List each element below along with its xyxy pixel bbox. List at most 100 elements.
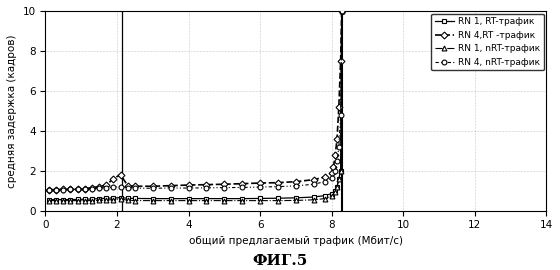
RN 1, RT-трафик <box>335 177 342 180</box>
RN 1, nRT-трафик <box>321 197 328 200</box>
RN 1, RT-трафик <box>274 197 281 200</box>
RN 1, nRT-трафик <box>274 199 281 202</box>
RN 4,RT -трафик <box>88 186 95 189</box>
RN 4, nRT-трафик <box>292 184 299 187</box>
RN 4,RT -трафик <box>292 180 299 183</box>
RN 4,RT -трафик <box>185 183 192 187</box>
Text: ФИГ.5: ФИГ.5 <box>253 254 307 268</box>
X-axis label: общий предлагаемый трафик (Мбит/с): общий предлагаемый трафик (Мбит/с) <box>189 236 403 246</box>
RN 1, nRT-трафик <box>167 199 174 202</box>
RN 1, nRT-трафик <box>310 198 317 201</box>
RN 1, nRT-трафик <box>239 199 246 202</box>
RN 1, RT-трафик <box>150 197 156 200</box>
RN 1, RT-трафик <box>321 194 328 197</box>
RN 1, nRT-трафик <box>256 199 263 202</box>
RN 4,RT -трафик <box>338 9 345 13</box>
RN 4,RT -трафик <box>124 184 131 187</box>
RN 1, RT-трафик <box>310 195 317 199</box>
RN 4,RT -трафик <box>74 187 81 190</box>
RN 4, nRT-трафик <box>124 186 131 189</box>
Legend: RN 1, RT-трафик, RN 4,RT -трафик, RN 1, nRT-трафик, RN 4, nRT-трафик: RN 1, RT-трафик, RN 4,RT -трафик, RN 1, … <box>431 14 544 70</box>
RN 1, RT-трафик <box>256 197 263 200</box>
RN 1, RT-трафик <box>185 197 192 200</box>
RN 1, RT-трафик <box>96 197 102 200</box>
RN 1, RT-трафик <box>110 196 116 200</box>
RN 4,RT -трафик <box>81 187 88 190</box>
RN 1, RT-трафик <box>332 189 339 192</box>
RN 4, nRT-трафик <box>328 176 335 179</box>
RN 1, nRT-трафик <box>132 199 138 202</box>
RN 4, nRT-трафик <box>337 113 344 116</box>
RN 1, nRT-трафик <box>332 190 339 193</box>
Line: RN 1, nRT-трафик: RN 1, nRT-трафик <box>46 9 344 203</box>
RN 1, nRT-трафик <box>110 198 116 201</box>
RN 1, nRT-трафик <box>60 199 67 202</box>
RN 4, nRT-трафик <box>53 188 59 191</box>
RN 1, RT-трафик <box>88 197 95 201</box>
RN 4, nRT-трафик <box>239 186 246 189</box>
RN 4, nRT-трафик <box>332 169 339 172</box>
RN 1, RT-трафик <box>292 196 299 200</box>
Y-axis label: средняя задержка (кадров): средняя задержка (кадров) <box>7 34 17 188</box>
Line: RN 4,RT -трафик: RN 4,RT -трафик <box>46 9 344 192</box>
RN 4,RT -трафик <box>103 183 110 187</box>
RN 4,RT -трафик <box>45 188 52 191</box>
RN 4,RT -трафик <box>310 178 317 181</box>
RN 4,RT -трафик <box>328 171 335 174</box>
RN 1, RT-трафик <box>221 197 228 200</box>
Line: RN 1, RT-трафик: RN 1, RT-трафик <box>46 9 344 202</box>
RN 4,RT -трафик <box>150 185 156 188</box>
RN 1, nRT-трафик <box>292 199 299 202</box>
RN 1, RT-трафик <box>334 185 340 188</box>
RN 4,RT -трафик <box>60 188 67 191</box>
RN 4, nRT-трафик <box>338 9 345 13</box>
RN 1, RT-трафик <box>103 197 110 200</box>
RN 4, nRT-трафик <box>60 188 67 191</box>
RN 4, nRT-трафик <box>221 186 228 189</box>
RN 4, nRT-трафик <box>74 188 81 191</box>
RN 1, RT-трафик <box>60 198 67 201</box>
RN 1, RT-трафик <box>74 198 81 201</box>
RN 4,RT -трафик <box>117 173 124 176</box>
RN 4, nRT-трафик <box>274 185 281 188</box>
RN 4,RT -трафик <box>221 183 228 186</box>
RN 1, RT-трафик <box>67 198 74 201</box>
RN 1, RT-трафик <box>81 198 88 201</box>
RN 1, nRT-трафик <box>221 199 228 202</box>
RN 4, nRT-трафик <box>45 188 52 191</box>
RN 1, RT-трафик <box>328 192 335 195</box>
RN 4,RT -трафик <box>330 165 337 168</box>
RN 1, nRT-трафик <box>117 197 124 201</box>
RN 4,RT -трафик <box>96 185 102 188</box>
RN 4, nRT-трафик <box>132 187 138 190</box>
RN 4, nRT-трафик <box>334 159 340 162</box>
RN 1, nRT-трафик <box>185 199 192 202</box>
RN 1, nRT-трафик <box>335 177 342 180</box>
RN 1, nRT-трафик <box>53 199 59 202</box>
RN 4,RT -трафик <box>274 181 281 184</box>
RN 4,RT -трафик <box>335 105 342 108</box>
RN 1, RT-трафик <box>124 197 131 200</box>
RN 1, nRT-трафик <box>88 199 95 202</box>
Line: RN 4, nRT-трафик: RN 4, nRT-трафик <box>46 9 344 192</box>
RN 4, nRT-трафик <box>335 145 342 148</box>
RN 4,RT -трафик <box>256 181 263 185</box>
RN 4, nRT-трафик <box>88 187 95 190</box>
RN 4, nRT-трафик <box>310 183 317 186</box>
RN 1, nRT-трафик <box>338 9 345 13</box>
RN 4,RT -трафик <box>53 188 59 191</box>
RN 1, RT-трафик <box>117 196 124 199</box>
RN 1, RT-трафик <box>337 169 344 172</box>
RN 4, nRT-трафик <box>185 186 192 190</box>
RN 4, nRT-трафик <box>103 186 110 189</box>
RN 1, RT-трафик <box>338 9 345 13</box>
RN 1, nRT-трафик <box>150 199 156 202</box>
RN 1, nRT-трафик <box>96 199 102 202</box>
RN 4, nRT-трафик <box>167 186 174 190</box>
RN 1, RT-трафик <box>203 197 210 200</box>
RN 4, nRT-трафик <box>203 186 210 190</box>
RN 4, nRT-трафик <box>110 185 116 189</box>
RN 4,RT -трафик <box>239 182 246 185</box>
RN 4,RT -трафик <box>132 185 138 188</box>
RN 4,RT -трафик <box>332 153 339 156</box>
